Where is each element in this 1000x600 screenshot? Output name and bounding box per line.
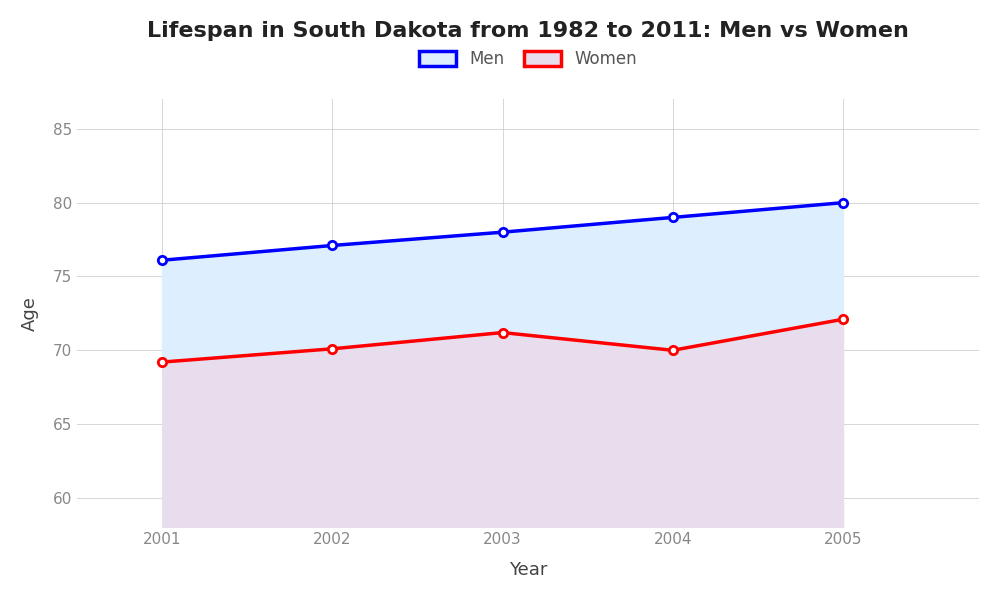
Legend: Men, Women: Men, Women [413,43,644,75]
Title: Lifespan in South Dakota from 1982 to 2011: Men vs Women: Lifespan in South Dakota from 1982 to 20… [147,21,909,41]
X-axis label: Year: Year [509,561,547,579]
Y-axis label: Age: Age [21,296,39,331]
